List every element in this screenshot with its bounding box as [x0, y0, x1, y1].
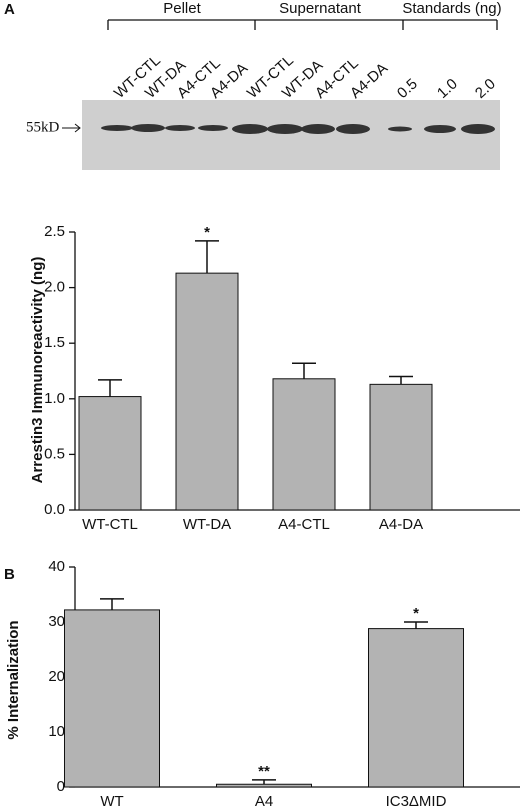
y-axis-title: % Internalization	[5, 620, 22, 739]
bar	[272, 378, 336, 511]
panel-label: A	[4, 1, 15, 18]
y-tick-label: 1.5	[44, 334, 65, 351]
bar	[64, 609, 160, 788]
x-tick-label: WT-DA	[183, 516, 231, 533]
bar	[216, 783, 312, 788]
x-tick-label: WT-CTL	[82, 516, 138, 533]
y-tick-label: 2.5	[44, 223, 65, 240]
x-tick-label: A4	[255, 793, 273, 810]
blot-image	[82, 100, 500, 170]
y-tick-label: 10	[48, 723, 65, 740]
group-label: Standards (ng)	[402, 0, 501, 17]
significance-marker: *	[413, 605, 419, 622]
significance-marker: *	[204, 224, 210, 241]
y-tick-label: 20	[48, 668, 65, 685]
lane-label: 1.0	[434, 75, 461, 102]
marker-label: 55kD	[26, 119, 60, 135]
y-tick-label: 0.5	[44, 445, 65, 462]
y-tick-label: 40	[48, 558, 65, 575]
group-label: Supernatant	[279, 0, 362, 17]
y-tick-label: 0.0	[44, 501, 65, 518]
y-tick-label: 2.0	[44, 279, 65, 296]
panel-label: B	[4, 566, 15, 583]
lane-label: 2.0	[472, 75, 499, 102]
y-tick-label: 0	[57, 778, 65, 795]
x-tick-label: WT	[100, 793, 123, 810]
lane-label: 0.5	[394, 75, 421, 102]
bar	[175, 272, 239, 511]
y-tick-label: 30	[48, 613, 65, 630]
x-tick-label: IC3ΔMID	[386, 793, 447, 810]
bar	[78, 396, 142, 511]
bar	[369, 383, 433, 511]
bar	[368, 628, 464, 788]
group-bracket	[107, 19, 498, 30]
y-tick-label: 1.0	[44, 390, 65, 407]
y-axis-title: Arrestin3 Immunoreactivity (ng)	[29, 257, 46, 484]
significance-marker: **	[258, 763, 270, 780]
blot-bands	[101, 124, 495, 134]
group-label: Pellet	[163, 0, 201, 17]
x-tick-label: A4-DA	[379, 516, 423, 533]
marker-arrow	[62, 123, 81, 133]
x-tick-label: A4-CTL	[278, 516, 330, 533]
